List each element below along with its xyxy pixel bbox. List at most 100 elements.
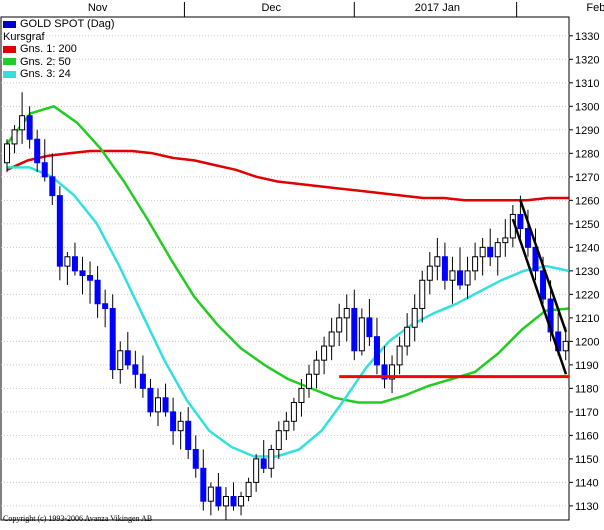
y-tick-label: 1300 <box>575 101 599 113</box>
candles <box>4 92 569 520</box>
candle-down <box>457 270 463 286</box>
legend-ma24: Gns. 3: 24 <box>3 68 115 81</box>
plot-frame <box>0 16 570 521</box>
y-tick-label: 1220 <box>575 289 599 301</box>
x-tick-label: Feb <box>586 2 604 14</box>
y-tick-label: 1320 <box>575 54 599 66</box>
y-tick-label: 1250 <box>575 219 599 231</box>
candle-up <box>268 448 275 469</box>
legend-kursgraf-label: Kursgraf <box>3 30 45 43</box>
x-tick-label: Dec <box>261 2 281 14</box>
candle-up <box>283 420 290 432</box>
ma200-swatch <box>3 45 16 53</box>
copyright-text: Copyright (c) 1993-2006 Avanza Vikingen … <box>3 514 153 523</box>
y-tick-label: 1170 <box>575 407 599 419</box>
legend-ma24-label: Gns. 3: 24 <box>20 68 71 80</box>
moving-average-line <box>6 105 569 404</box>
candle-up <box>19 115 26 131</box>
candle-up <box>494 242 501 258</box>
y-tick-label: 1210 <box>575 313 599 325</box>
candle-down <box>185 420 192 450</box>
candle-up <box>336 317 343 333</box>
candle-down <box>56 195 63 267</box>
y-tick-label: 1260 <box>575 195 599 207</box>
trend-channel-line <box>519 199 568 333</box>
candle-up <box>343 307 350 319</box>
legend-ma50: Gns. 2: 50 <box>3 56 115 69</box>
candle-up <box>358 317 365 352</box>
candle-up <box>562 340 569 352</box>
candle-down <box>524 228 531 248</box>
moving-averages <box>6 105 569 458</box>
legend-ma200-label: Gns. 1: 200 <box>20 43 77 55</box>
legend: GOLD SPOT (Dag) Kursgraf Gns. 1: 200 Gns… <box>3 18 115 81</box>
candle-up <box>222 495 229 507</box>
candle-down <box>170 411 177 432</box>
candle-up <box>245 481 252 497</box>
candle-down <box>351 307 358 352</box>
y-tick-label: 1280 <box>575 148 599 160</box>
annotations <box>339 199 569 379</box>
y-tick-label: 1230 <box>575 266 599 278</box>
candle-down <box>124 350 131 366</box>
candle-down <box>139 373 146 389</box>
candle-up <box>298 387 305 403</box>
y-tick-label: 1150 <box>575 454 599 466</box>
trend-channel-line <box>511 218 568 375</box>
candle-down <box>26 115 33 140</box>
candle-up <box>502 237 509 244</box>
candle-down <box>517 213 524 230</box>
candle-down <box>147 387 154 413</box>
candle-down <box>34 138 41 164</box>
y-tick-label: 1330 <box>575 31 599 43</box>
legend-kursgraf: Kursgraf <box>3 31 115 44</box>
candle-up <box>117 350 124 371</box>
candle-down <box>71 256 78 272</box>
candle-down <box>230 495 237 507</box>
candle-down <box>49 176 56 197</box>
candle-up <box>207 486 214 502</box>
legend-instrument: GOLD SPOT (Dag) <box>3 18 115 31</box>
candle-down <box>192 448 199 469</box>
candle-down <box>79 270 86 277</box>
candle-up <box>411 307 418 328</box>
candle-down <box>41 162 48 178</box>
candle-up <box>389 364 396 380</box>
candle-down <box>487 246 494 258</box>
candle-up <box>11 129 18 145</box>
candle-up <box>155 397 161 413</box>
candle-down <box>260 458 267 469</box>
candle-up <box>396 345 403 366</box>
candle-down <box>441 256 448 281</box>
y-tick-label: 1160 <box>575 430 599 442</box>
candle-up <box>449 270 456 281</box>
instrument-swatch <box>3 20 16 28</box>
legend-instrument-label: GOLD SPOT (Dag) <box>20 18 115 30</box>
candle-up <box>313 359 320 375</box>
y-tick-label: 1140 <box>575 477 599 489</box>
candle-up <box>306 373 312 389</box>
candle-up <box>64 256 71 267</box>
candle-up <box>238 495 245 507</box>
candle-down <box>366 317 373 338</box>
candle-down <box>102 303 109 309</box>
candle-down <box>87 275 94 281</box>
legend-ma50-label: Gns. 2: 50 <box>20 55 71 68</box>
candle-up <box>404 326 411 347</box>
ma24-swatch <box>3 70 16 78</box>
y-tick-label: 1200 <box>575 336 599 348</box>
candle-up <box>290 401 297 422</box>
y-tick-label: 1130 <box>575 501 599 513</box>
candle-up <box>464 270 471 286</box>
candle-up <box>472 256 479 272</box>
candle-up <box>4 143 10 164</box>
candle-down <box>132 364 139 375</box>
y-axis-labels: 1130 1140 1150 1160 1170 1180 1190 1200 1210 1220… <box>569 31 599 513</box>
candle-down <box>381 364 388 380</box>
y-tick-label: 1270 <box>575 172 599 184</box>
candle-down <box>162 397 169 413</box>
candle-down <box>109 307 116 371</box>
